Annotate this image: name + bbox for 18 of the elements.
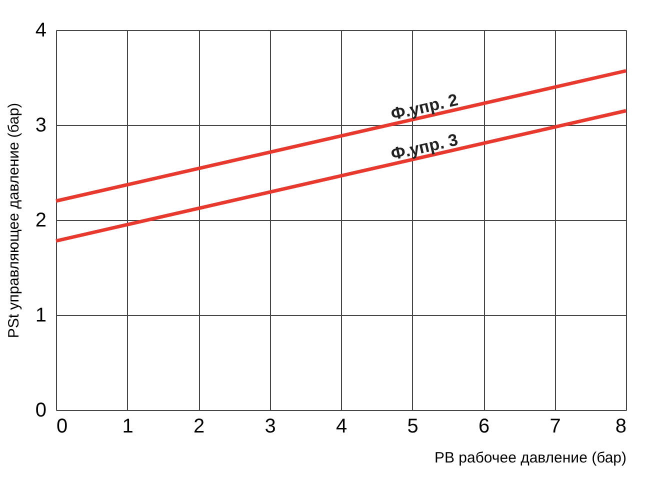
y-axis-title: PSt управляющее давление (бар) bbox=[5, 102, 22, 338]
text: Ф.упр. 3 bbox=[389, 130, 460, 164]
y-tick-label: 0 bbox=[35, 400, 46, 422]
y-tick-label: 4 bbox=[35, 20, 46, 42]
x-tick-label: 3 bbox=[264, 416, 276, 438]
x-tick-label: 8 bbox=[615, 416, 626, 438]
y-tick-label: 3 bbox=[35, 114, 46, 136]
y-tick-label: 1 bbox=[35, 304, 46, 326]
x-tick-label: 0 bbox=[56, 416, 68, 438]
x-axis-title: PB рабочее давление (бар) bbox=[434, 450, 626, 466]
text: Ф.упр. 2 bbox=[389, 90, 460, 124]
x-tick-label: 6 bbox=[478, 416, 490, 438]
x-tick-label: 2 bbox=[193, 416, 205, 438]
x-tick-label: 5 bbox=[407, 416, 418, 438]
x-tick-label: 4 bbox=[336, 416, 348, 438]
x-tick-label: 1 bbox=[122, 416, 134, 438]
y-tick-label: 2 bbox=[35, 210, 46, 232]
x-tick-label: 7 bbox=[550, 416, 561, 438]
